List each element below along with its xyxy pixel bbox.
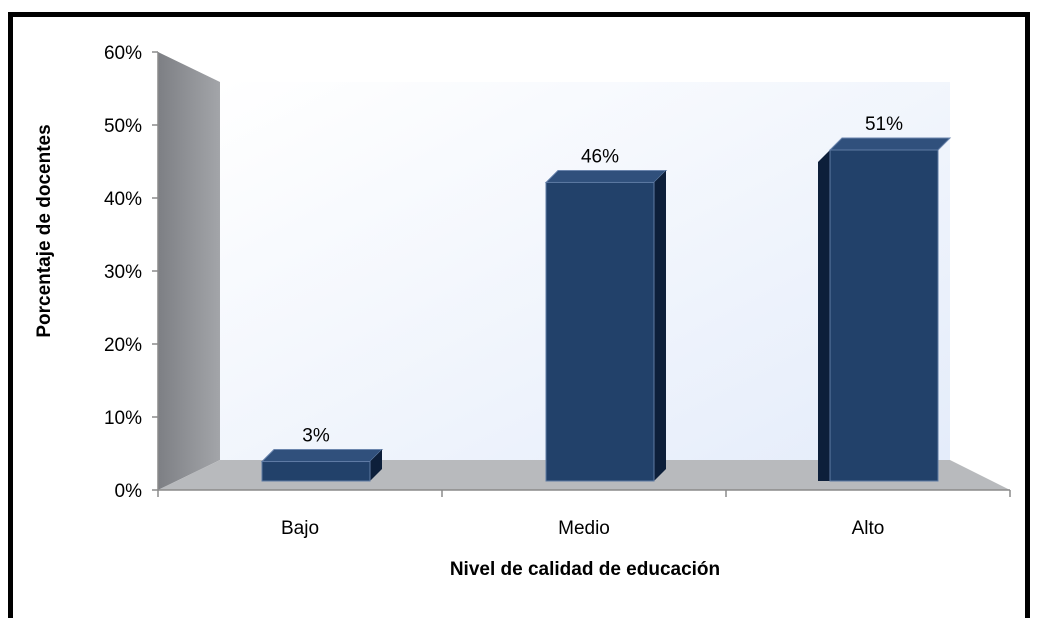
bar-top (260, 449, 384, 463)
bar-side (818, 150, 830, 481)
y-tick-label: 20% (104, 335, 142, 356)
y-tick-label: 60% (104, 43, 142, 64)
bar-bajo (260, 449, 384, 482)
bar-top (544, 169, 668, 183)
y-tick-label: 0% (115, 481, 143, 502)
bar-front (545, 181, 655, 482)
x-tick-label: Bajo (281, 518, 319, 539)
x-axis-title: Nivel de calidad de educación (450, 559, 720, 580)
data-label: 46% (581, 146, 619, 167)
bar-side (654, 170, 666, 481)
x-tick-label: Alto (852, 518, 885, 539)
bar-alto (818, 137, 952, 482)
data-label: 3% (302, 426, 330, 447)
y-tick-label: 30% (104, 262, 142, 283)
bar-front (261, 461, 371, 482)
bar-front (829, 149, 939, 482)
data-label: 51% (865, 114, 903, 135)
bar-medio (544, 169, 668, 482)
y-axis-title: Porcentaje de docentes (34, 124, 55, 337)
y-tick-label: 40% (104, 189, 142, 210)
y-tick-label: 50% (104, 116, 142, 137)
bar-side (370, 449, 382, 481)
y-tick-label: 10% (104, 408, 142, 429)
bar-top (828, 137, 952, 151)
x-tick-label: Medio (558, 518, 610, 539)
side-wall (158, 52, 220, 490)
